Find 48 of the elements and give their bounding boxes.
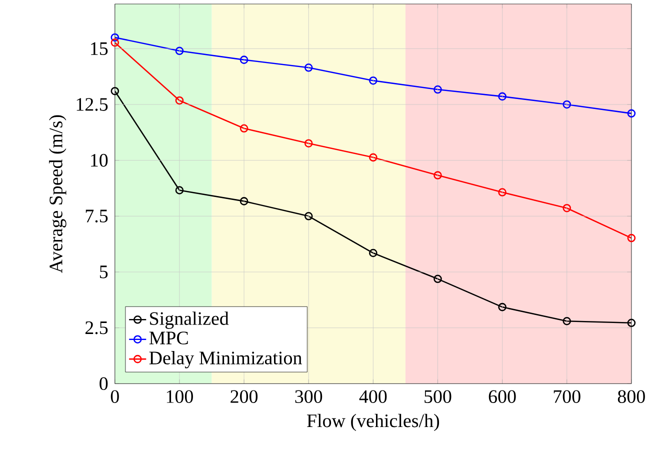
x-axis-title: Flow (vehicles/h) — [307, 414, 440, 432]
legend-label: Delay Minimization — [149, 351, 302, 369]
point — [369, 153, 378, 162]
point — [627, 109, 636, 118]
point — [562, 204, 572, 212]
point — [434, 274, 442, 284]
point — [240, 124, 248, 133]
point — [627, 234, 636, 242]
x-tick-label: 500 — [424, 390, 452, 404]
x-tick-label: 0 — [110, 390, 119, 404]
point — [175, 46, 184, 56]
x-tick-label: 400 — [359, 390, 387, 404]
point — [240, 197, 248, 206]
point — [304, 64, 313, 72]
point — [369, 76, 378, 85]
point — [175, 96, 184, 105]
point — [562, 317, 572, 326]
point — [562, 100, 572, 109]
legend-label: Signalized — [150, 312, 229, 330]
x-tick-label: 200 — [230, 390, 258, 404]
y-tick-label: 15 — [91, 42, 108, 56]
y-tick-label: 7.5 — [86, 210, 108, 223]
x-tick-label: 700 — [554, 390, 580, 404]
point — [304, 139, 313, 148]
y-tick-label: 0 — [100, 377, 108, 390]
y-tick-label: 12.5 — [76, 98, 108, 112]
y-tick-label: 5 — [100, 266, 108, 278]
point — [304, 212, 313, 221]
point — [110, 38, 120, 47]
point — [240, 56, 248, 64]
point — [498, 188, 506, 197]
point — [110, 34, 120, 42]
x-tick-label: 600 — [488, 390, 516, 404]
x-tick-label: 100 — [166, 390, 193, 404]
y-tick-label: 2.5 — [85, 322, 108, 334]
point — [498, 303, 506, 312]
x-tick-label: 800 — [618, 390, 645, 404]
point — [498, 92, 506, 101]
x-tick-label: 300 — [295, 390, 322, 404]
point — [434, 86, 442, 94]
point — [110, 87, 120, 96]
point — [434, 171, 442, 180]
point — [369, 249, 378, 258]
point — [175, 186, 184, 195]
y-axis-title: Average Speed (m/s) — [49, 115, 66, 274]
legend-label: MPC — [149, 332, 188, 345]
point — [627, 318, 636, 328]
y-tick-label: 10 — [91, 154, 108, 167]
